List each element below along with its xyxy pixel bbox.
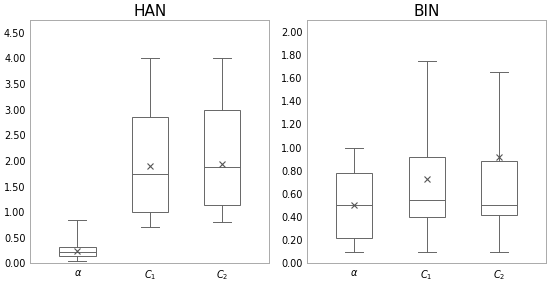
PathPatch shape	[131, 118, 168, 212]
Title: HAN: HAN	[133, 4, 167, 19]
PathPatch shape	[481, 162, 517, 215]
PathPatch shape	[59, 247, 96, 256]
Title: BIN: BIN	[414, 4, 440, 19]
PathPatch shape	[336, 173, 372, 238]
PathPatch shape	[204, 110, 240, 204]
PathPatch shape	[409, 157, 445, 217]
